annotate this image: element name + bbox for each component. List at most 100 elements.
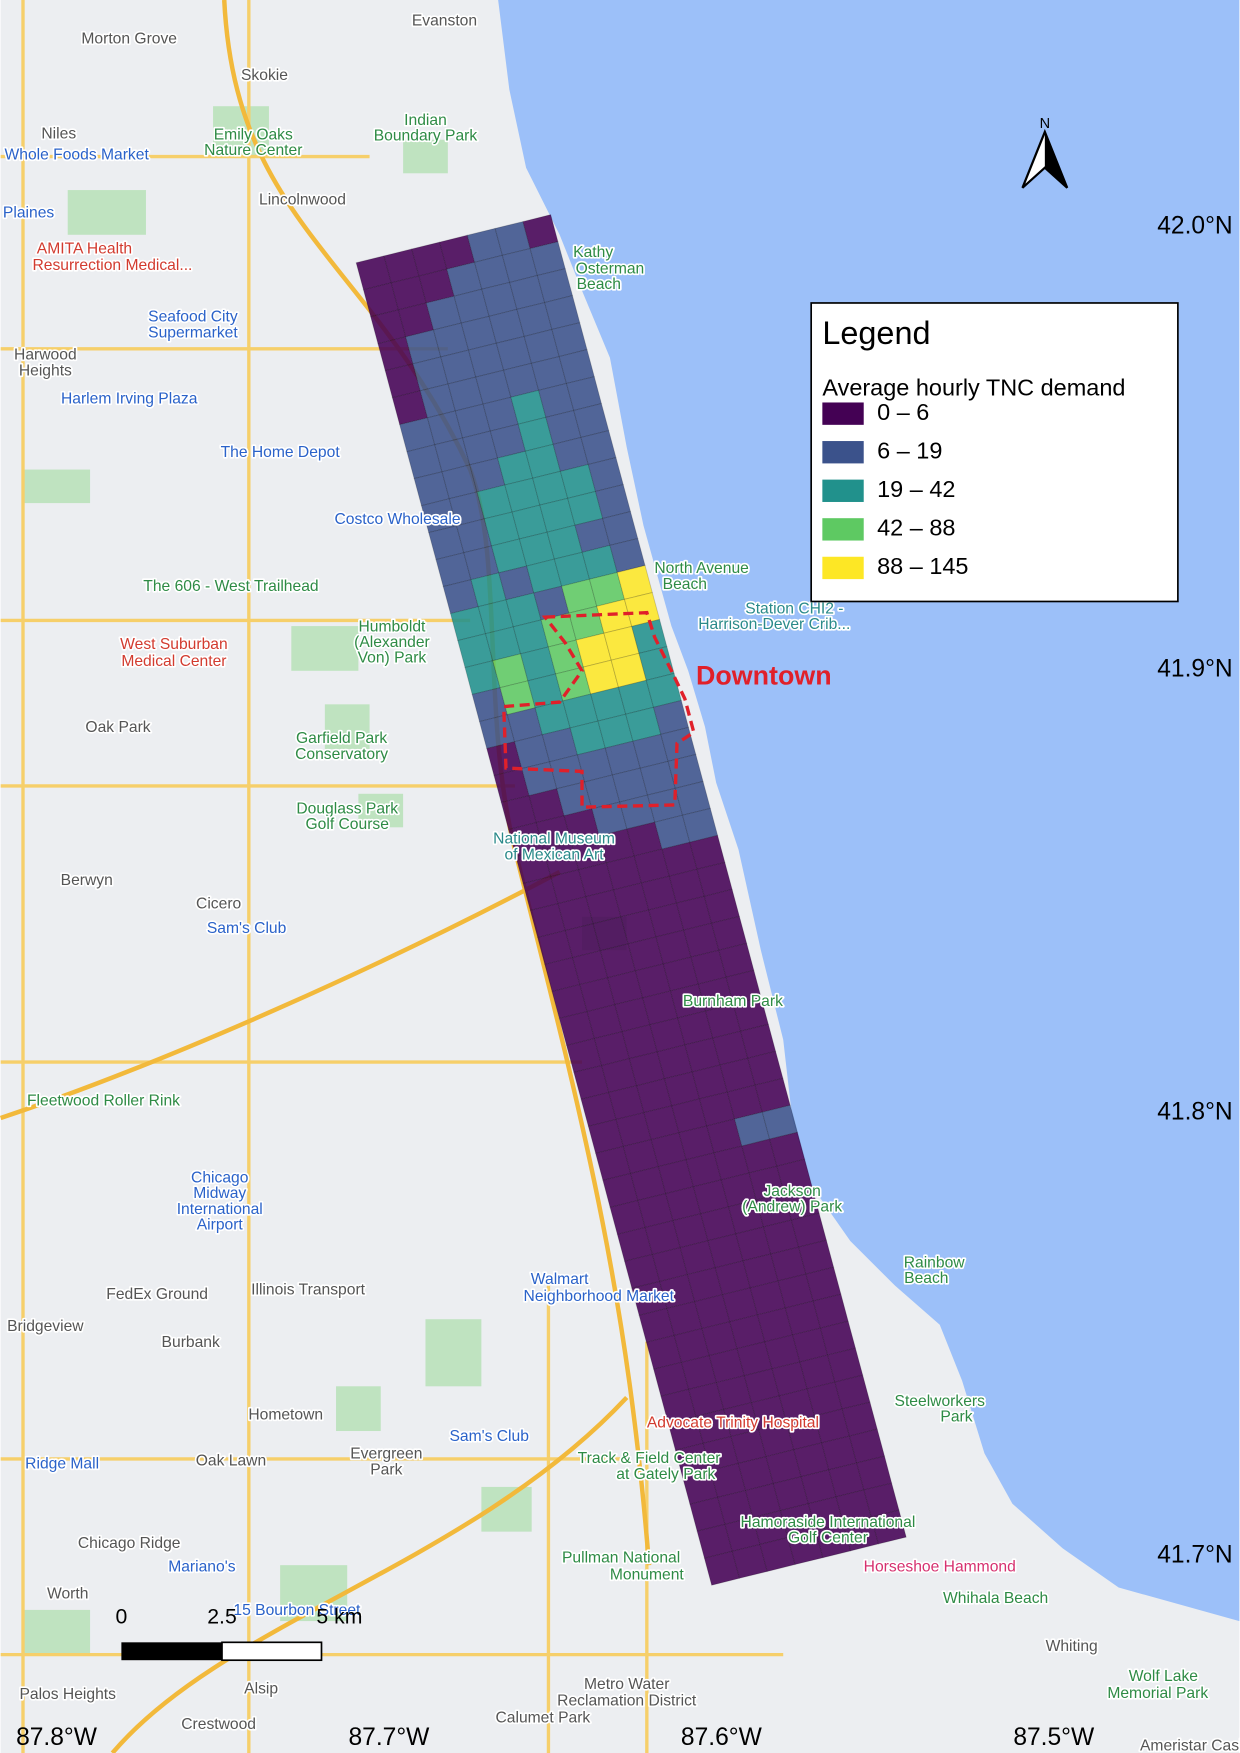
place-label: Harlem Irving Plaza	[61, 390, 198, 407]
latitude-label: 41.9°N	[1157, 656, 1232, 683]
place-label: Ameristar Casi	[1140, 1737, 1240, 1753]
place-label: Station CHI2 -	[745, 600, 843, 617]
legend-label: 6 – 19	[877, 437, 942, 463]
place-label: Park	[940, 1409, 972, 1426]
scale-label: 0	[115, 1604, 127, 1628]
downtown-outline	[501, 610, 696, 809]
place-label: Nature Center	[204, 142, 302, 159]
place-label: Berwyn	[61, 872, 113, 889]
place-label: Douglass Park	[296, 801, 398, 818]
legend-swatch	[822, 556, 864, 580]
place-label: of Mexican Art	[504, 846, 604, 863]
latitude-label: 42.0°N	[1157, 212, 1232, 239]
place-label: Golf Course	[305, 816, 388, 833]
place-label: Advocate Trinity Hospital	[647, 1414, 819, 1431]
scale-label: 5 km	[316, 1604, 362, 1628]
demand-grid	[355, 214, 907, 1586]
latitude-label: 41.8°N	[1157, 1099, 1232, 1126]
place-label: Crestwood	[181, 1716, 256, 1733]
place-label: Costco Wholesale	[334, 511, 460, 528]
place-label: The Home Depot	[221, 444, 341, 461]
longitude-label: 87.8°W	[16, 1724, 98, 1751]
north-arrow: N	[1021, 116, 1069, 189]
place-label: Conservatory	[295, 746, 388, 763]
place-label: Jackson	[763, 1183, 820, 1200]
place-label: Memorial Park	[1107, 1685, 1208, 1702]
place-label: National Museum	[493, 831, 615, 848]
place-label: Worth	[47, 1585, 88, 1602]
place-label: Golf Center	[788, 1529, 868, 1546]
place-label: Wolf Lake	[1129, 1668, 1198, 1685]
place-label: Pullman National	[562, 1550, 680, 1567]
place-label: Lincolnwood	[259, 191, 346, 208]
place-label: Mariano's	[168, 1559, 235, 1576]
legend-title: Legend	[822, 315, 930, 351]
legend-label: 42 – 88	[877, 515, 955, 541]
place-label: Beach	[904, 1270, 948, 1287]
place-label: Beach	[577, 276, 621, 293]
place-label: Palos Heights	[19, 1686, 116, 1703]
place-label: Track & Field Center	[578, 1450, 721, 1467]
legend-box	[810, 302, 1179, 603]
place-label: Walmart	[531, 1271, 589, 1288]
place-label: AMITA Health	[37, 240, 132, 257]
place-label: Monument	[610, 1566, 685, 1583]
place-label: Humboldt	[358, 618, 426, 635]
latitude-label: 41.7°N	[1157, 1542, 1232, 1569]
place-label: Oak Lawn	[196, 1452, 266, 1469]
place-label: Burbank	[162, 1334, 220, 1351]
place-label: Heights	[19, 362, 72, 379]
place-label: (Alexander	[354, 634, 430, 651]
place-label: Beach	[663, 576, 707, 593]
place-label: Cicero	[196, 896, 241, 913]
place-label: Resurrection Medical...	[32, 257, 192, 274]
longitude-label: 87.6°W	[681, 1724, 763, 1751]
place-label: Hamoraside International	[741, 1514, 916, 1531]
place-label: Midway	[193, 1185, 246, 1202]
legend: Legend Average hourly TNC demand 0 – 6 6 …	[810, 302, 1179, 603]
place-label: Sam's Club	[207, 920, 287, 937]
scale-bar: 0 2.5 5 km	[115, 1604, 362, 1662]
place-label: North Avenue	[654, 560, 749, 577]
place-label: (Andrew) Park	[742, 1199, 842, 1216]
place-label: Medical Center	[121, 653, 226, 670]
place-label: Fleetwood Roller Rink	[27, 1092, 180, 1109]
place-label: Kathy	[573, 244, 613, 261]
place-label: Burnham Park	[683, 993, 783, 1010]
place-label: Alsip	[244, 1680, 278, 1697]
place-label: Emily Oaks	[214, 126, 293, 143]
place-label: Harrison-Dever Crib...	[698, 616, 850, 633]
place-label: Harwood	[14, 347, 77, 364]
grid-cell	[870, 1509, 907, 1545]
place-label: at Gately Park	[616, 1466, 715, 1483]
place-label: Calumet Park	[495, 1709, 590, 1726]
place-label: Airport	[197, 1216, 244, 1233]
place-label: Rainbow	[904, 1254, 966, 1271]
place-label: Sam's Club	[449, 1428, 529, 1445]
place-label: International	[177, 1201, 263, 1218]
place-label: Whihala Beach	[943, 1590, 1048, 1607]
legend-swatch	[822, 518, 864, 541]
place-label: Steelworkers	[895, 1393, 986, 1410]
place-label: Skokie	[241, 67, 288, 84]
place-label: Morton Grove	[81, 30, 177, 47]
place-label: Horseshoe Hammond	[864, 1559, 1016, 1576]
legend-swatch	[822, 402, 864, 425]
parks	[22, 106, 963, 1655]
place-label: West Suburban	[120, 636, 228, 653]
place-label: Evanston	[412, 12, 477, 29]
place-label: Supermarket	[148, 324, 238, 341]
place-label: Ridge Mall	[25, 1456, 99, 1473]
legend-swatch	[822, 479, 864, 502]
longitude-label: 87.7°W	[349, 1724, 431, 1751]
place-labels: Evanston Morton Grove Skokie Niles Emily Oak…	[1, 11, 1240, 1753]
place-label: Niles	[41, 125, 76, 142]
place-label: Illinois Transport	[251, 1281, 366, 1298]
place-label: 15 Bourbon Street	[233, 1602, 361, 1619]
coordinate-labels: 42.0°N 41.9°N 41.8°N 41.7°N 87.8°W 87.7°W 87.6…	[16, 212, 1233, 1751]
place-label: Whole Foods Market	[5, 147, 150, 164]
place-label: Indian	[404, 112, 447, 129]
legend-swatch	[822, 441, 864, 464]
place-label: Oak Park	[85, 719, 150, 736]
